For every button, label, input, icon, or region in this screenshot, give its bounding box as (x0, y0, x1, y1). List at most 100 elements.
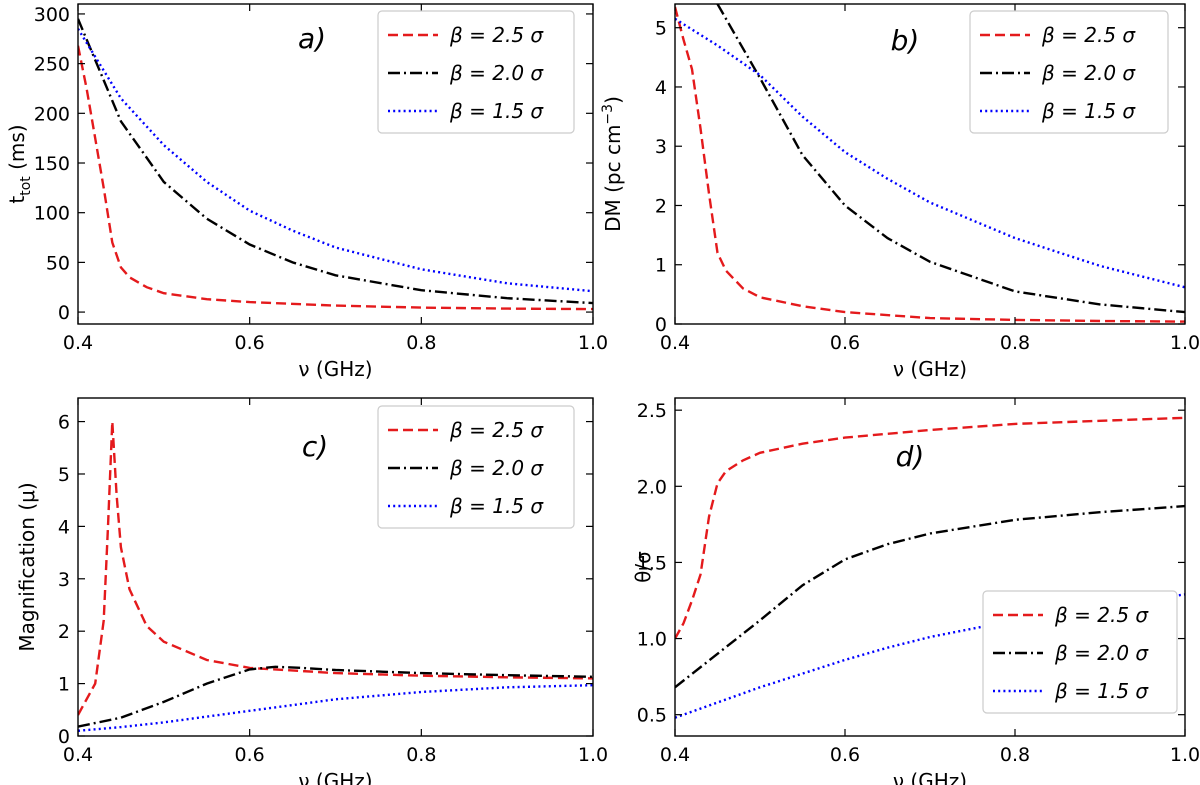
y-axis-label: ttot (ms) (5, 124, 34, 203)
legend: β = 2.5 σ β = 2.0 σ β = 1.5 σ (377, 10, 575, 134)
panel-c: 0.4 0.6 0.8 1.0 0 1 2 3 4 5 6 ν (GHz) Magnification … (15, 397, 608, 785)
y-tick-label: 250 (34, 54, 70, 76)
series-line-1 (675, 416, 1185, 640)
y-tick-label: 2 (655, 195, 667, 217)
series-line-3 (675, 593, 1185, 719)
y-axis-label-unit: (ms) (5, 124, 29, 176)
legend-label-2: β = 2.0 σ (449, 456, 544, 480)
y-axis-label: DM (pc cm−3) (600, 96, 625, 232)
legend-label-1: β = 2.5 σ (449, 23, 544, 47)
legend-box (377, 10, 575, 134)
panel-label: d) (896, 440, 925, 473)
series-line-1 (675, 6, 1185, 323)
y-tick-label: 1.5 (637, 552, 667, 574)
x-tick-label: 0.4 (660, 332, 690, 354)
x-tick-label: 0.8 (1000, 744, 1030, 766)
panel-d: 0.4 0.6 0.8 1.0 0.5 1.0 1.5 2.0 2.5 ν (GHz) θ/σ d) β… (631, 397, 1200, 785)
x-tick-label: 0.6 (235, 744, 265, 766)
legend-label-3: β = 1.5 σ (1054, 679, 1149, 703)
y-tick-label: 3 (58, 569, 70, 591)
series-line-2 (78, 18, 593, 305)
legend-box (969, 10, 1169, 134)
plot-frame (674, 397, 1186, 737)
legend: β = 2.5 σ β = 2.0 σ β = 1.5 σ (377, 405, 575, 529)
y-axis-label-main: Magnification (μ) (15, 482, 39, 651)
series-line-2 (78, 665, 593, 728)
x-tick-label: 0.4 (660, 744, 690, 766)
series-line-3 (675, 17, 1185, 289)
panel-label: c) (302, 430, 328, 463)
y-tick-label: 100 (34, 203, 70, 225)
legend-label-2: β = 2.0 σ (1041, 61, 1136, 85)
panel-label: a) (298, 22, 326, 55)
plot-frame (77, 397, 594, 737)
y-tick-label: 4 (655, 77, 667, 99)
plot-frame (674, 3, 1186, 325)
x-tick-label: 1.0 (578, 744, 608, 766)
legend-label-3: β = 1.5 σ (449, 494, 544, 518)
y-tick-label: 5 (58, 464, 70, 486)
panel-b: 0.4 0.6 0.8 1.0 0 1 2 3 4 5 ν (GHz) DM (pc cm−3) b) β… (600, 3, 1200, 381)
legend: β = 2.5 σ β = 2.0 σ β = 1.5 σ (969, 10, 1169, 134)
legend-label-1: β = 2.5 σ (1054, 603, 1149, 627)
legend-label-1: β = 2.5 σ (449, 418, 544, 442)
panel-a: 0.4 0.6 0.8 1.0 0 50 100 150 200 250 300 ν (GHz) tto… (5, 3, 608, 381)
legend: β = 2.5 σ β = 2.0 σ β = 1.5 σ (982, 590, 1178, 714)
x-tick-label: 0.8 (406, 332, 436, 354)
legend-label-3: β = 1.5 σ (449, 99, 544, 123)
legend-box (982, 590, 1178, 714)
x-tick-label: 1.0 (1170, 332, 1200, 354)
x-tick-label: 1.0 (1170, 744, 1200, 766)
x-tick-label: 0.6 (830, 744, 860, 766)
x-tick-label: 0.4 (63, 332, 93, 354)
x-tick-label: 0.8 (406, 744, 436, 766)
x-axis-label: ν (GHz) (893, 357, 967, 381)
y-tick-label: 2.5 (637, 400, 667, 422)
plot-frame (77, 3, 594, 325)
y-axis-label-main: DM (pc cm (601, 125, 625, 232)
legend-label-2: β = 2.0 σ (449, 61, 544, 85)
y-tick-label: 0 (655, 314, 667, 336)
y-tick-label: 0 (58, 726, 70, 748)
y-axis-label-end: ) (601, 96, 625, 104)
y-tick-label: 5 (655, 18, 667, 40)
y-tick-label: 4 (58, 516, 70, 538)
y-tick-label: 300 (34, 4, 70, 26)
x-tick-label: 0.4 (63, 744, 93, 766)
series-line-2 (716, 4, 1185, 314)
y-tick-label: 0.5 (637, 705, 667, 727)
legend-label-2: β = 2.0 σ (1054, 641, 1149, 665)
series-line-1 (78, 45, 593, 311)
y-tick-label: 150 (34, 153, 70, 175)
y-tick-label: 200 (34, 103, 70, 125)
x-tick-label: 0.6 (830, 332, 860, 354)
y-axis-label: θ/σ (631, 551, 655, 583)
y-axis-label-main: t (5, 196, 29, 204)
y-tick-label: 1 (58, 674, 70, 696)
y-tick-label: 2 (58, 621, 70, 643)
y-axis-label: Magnification (μ) (15, 482, 39, 651)
x-tick-label: 1.0 (578, 332, 608, 354)
series-line-3 (78, 28, 593, 293)
panel-label: b) (891, 24, 920, 57)
y-axis-label-superscript: −3 (600, 104, 616, 125)
y-tick-label: 1 (655, 255, 667, 277)
x-axis-label: ν (GHz) (298, 357, 372, 381)
y-tick-label: 2.0 (637, 476, 667, 498)
legend-label-1: β = 2.5 σ (1041, 23, 1136, 47)
y-tick-label: 3 (655, 136, 667, 158)
x-tick-label: 0.8 (1000, 332, 1030, 354)
series-line-3 (78, 684, 593, 732)
y-tick-label: 1.0 (637, 629, 667, 651)
y-tick-label: 6 (58, 412, 70, 434)
y-tick-label: 50 (46, 252, 70, 274)
x-axis-label: ν (GHz) (298, 769, 372, 785)
legend-label-3: β = 1.5 σ (1041, 99, 1136, 123)
y-axis-label-main: θ/σ (631, 551, 655, 583)
x-axis-label: ν (GHz) (893, 769, 967, 785)
legend-box (377, 405, 575, 529)
y-axis-label-subscript: tot (18, 176, 34, 196)
y-tick-label: 0 (58, 302, 70, 324)
series-line-1 (78, 421, 593, 716)
